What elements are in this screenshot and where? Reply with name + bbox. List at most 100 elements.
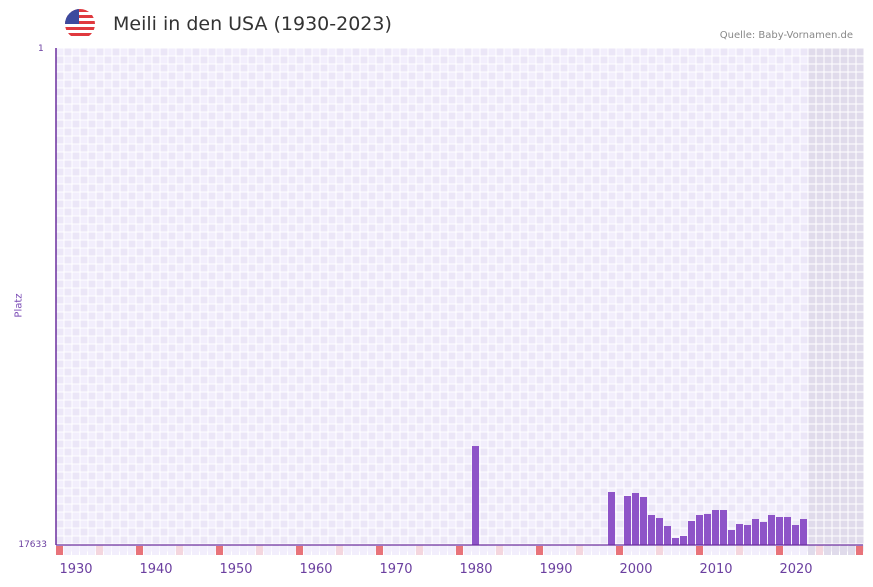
year-marker	[272, 546, 279, 555]
year-marker	[784, 546, 791, 555]
year-marker	[656, 546, 663, 555]
year-marker	[128, 546, 135, 555]
us-flag-icon	[65, 9, 95, 39]
year-marker	[496, 546, 503, 555]
bar-2003	[656, 518, 663, 545]
year-marker	[728, 546, 735, 555]
year-marker	[56, 546, 63, 555]
year-marker	[176, 546, 183, 555]
year-marker	[536, 546, 543, 555]
bar-2005	[672, 538, 679, 545]
bar-2018	[776, 517, 783, 545]
year-marker	[824, 546, 831, 555]
year-marker	[776, 546, 783, 555]
x-tick-label: 2020	[779, 562, 813, 577]
year-marker	[136, 546, 143, 555]
year-marker	[672, 546, 679, 555]
year-marker	[192, 546, 199, 555]
year-marker	[320, 546, 327, 555]
year-marker	[648, 546, 655, 555]
source-label: Quelle: Baby-Vornamen.de	[719, 30, 853, 41]
year-marker	[392, 546, 399, 555]
bar-1997	[608, 492, 615, 545]
year-marker	[552, 546, 559, 555]
year-marker	[96, 546, 103, 555]
year-marker	[400, 546, 407, 555]
year-marker	[160, 546, 167, 555]
year-marker	[208, 546, 215, 555]
bar-2021	[800, 519, 807, 545]
year-marker	[480, 546, 487, 555]
year-marker	[680, 546, 687, 555]
year-marker	[376, 546, 383, 555]
year-marker	[696, 546, 703, 555]
year-marker	[840, 546, 847, 555]
year-marker	[808, 546, 815, 555]
year-marker	[240, 546, 247, 555]
year-marker	[720, 546, 727, 555]
year-marker	[288, 546, 295, 555]
bar-2013	[736, 524, 743, 545]
x-tick-label: 1970	[379, 562, 413, 577]
bar-2019	[784, 517, 791, 545]
year-marker	[584, 546, 591, 555]
bar-2014	[744, 525, 751, 545]
year-marker	[88, 546, 95, 555]
year-marker	[304, 546, 311, 555]
year-marker	[72, 546, 79, 555]
x-tick-label: 2010	[699, 562, 733, 577]
x-tick-label: 1960	[299, 562, 333, 577]
year-marker	[104, 546, 111, 555]
year-marker	[624, 546, 631, 555]
bar-2001	[640, 497, 647, 545]
year-marker	[120, 546, 127, 555]
bar-1999	[624, 496, 631, 545]
year-marker	[576, 546, 583, 555]
bar-2009	[704, 514, 711, 545]
year-marker	[80, 546, 87, 555]
year-marker	[432, 546, 439, 555]
year-marker	[632, 546, 639, 555]
bar-2015	[752, 519, 759, 545]
year-marker	[344, 546, 351, 555]
x-tick-label: 1930	[59, 562, 93, 577]
year-marker	[280, 546, 287, 555]
x-tick-label: 1950	[219, 562, 253, 577]
year-marker	[792, 546, 799, 555]
year-marker	[440, 546, 447, 555]
chart-title: Meili in den USA (1930-2023)	[113, 13, 392, 35]
year-marker	[832, 546, 839, 555]
bar-2017	[768, 515, 775, 545]
year-marker	[368, 546, 375, 555]
bar-2006	[680, 536, 687, 545]
year-marker	[712, 546, 719, 555]
bar-2016	[760, 522, 767, 545]
bar-2008	[696, 515, 703, 545]
y-axis-top-label: 1	[38, 44, 44, 54]
year-marker	[336, 546, 343, 555]
year-marker	[328, 546, 335, 555]
year-marker	[168, 546, 175, 555]
x-tick-label: 2000	[619, 562, 653, 577]
year-marker	[112, 546, 119, 555]
year-marker	[64, 546, 71, 555]
year-marker	[504, 546, 511, 555]
year-marker	[224, 546, 231, 555]
year-marker	[768, 546, 775, 555]
year-marker	[560, 546, 567, 555]
year-marker	[424, 546, 431, 555]
year-marker	[544, 546, 551, 555]
year-marker	[800, 546, 807, 555]
bar-2020	[792, 525, 799, 545]
year-marker	[200, 546, 207, 555]
year-marker	[488, 546, 495, 555]
year-marker	[312, 546, 319, 555]
year-marker	[472, 546, 479, 555]
bar-2002	[648, 515, 655, 545]
year-marker	[752, 546, 759, 555]
year-marker	[256, 546, 263, 555]
year-marker	[760, 546, 767, 555]
year-marker	[592, 546, 599, 555]
year-marker	[736, 546, 743, 555]
